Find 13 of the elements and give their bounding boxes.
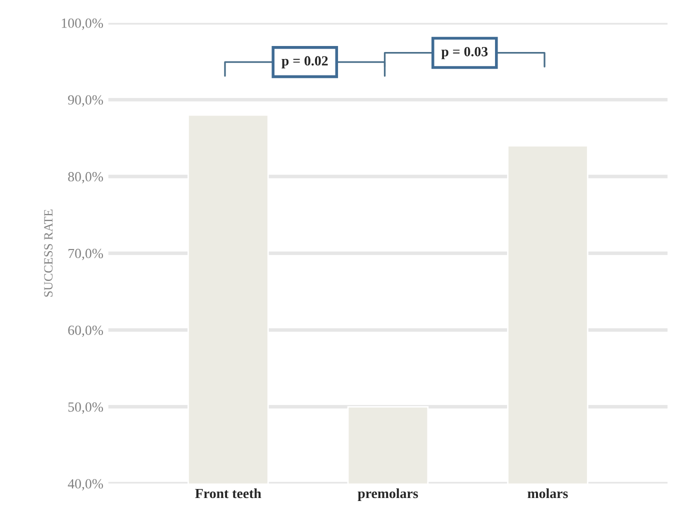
y-tick-label: 40,0% — [68, 479, 104, 491]
x-tick-label: Front teeth — [195, 488, 262, 498]
x-tick-label: molars — [528, 488, 568, 498]
y-tick-label: 70,0% — [68, 248, 104, 260]
y-axis-title: SUCCESS RATE — [44, 210, 53, 297]
y-tick-label: 90,0% — [68, 95, 104, 107]
y-tick-label: 60,0% — [68, 326, 104, 337]
y-tick-label: 50,0% — [68, 402, 104, 414]
annotation: p = 0.03 — [441, 46, 488, 60]
y-tick-label: 80,0% — [68, 172, 104, 184]
x-tick-label: premolars — [358, 488, 418, 502]
annotation: p = 0.02 — [282, 56, 328, 68]
y-tick-label: 100,0% — [62, 18, 104, 30]
